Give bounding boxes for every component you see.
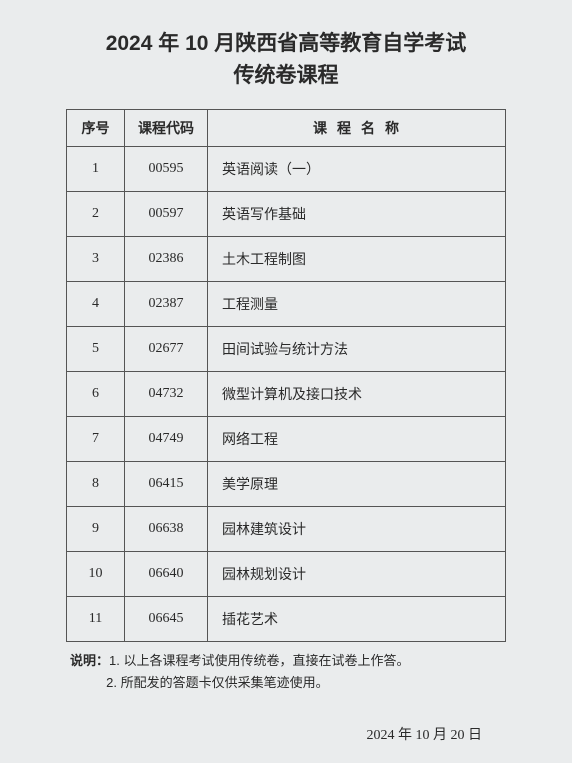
cell-seq: 1	[67, 147, 125, 192]
cell-name: 英语阅读（一）	[208, 147, 506, 192]
table-row: 704749网络工程	[67, 417, 506, 462]
cell-seq: 11	[67, 597, 125, 642]
cell-name: 插花艺术	[208, 597, 506, 642]
cell-code: 02387	[125, 282, 208, 327]
notes-block: 说明：1. 以上各课程考试使用传统卷，直接在试卷上作答。 2. 所配发的答题卡仅…	[70, 650, 532, 694]
cell-code: 06638	[125, 507, 208, 552]
table-row: 402387工程测量	[67, 282, 506, 327]
header-seq: 序号	[67, 110, 125, 147]
page-title: 2024 年 10 月陕西省高等教育自学考试 传统卷课程	[40, 28, 532, 91]
cell-code: 02677	[125, 327, 208, 372]
cell-code: 04732	[125, 372, 208, 417]
cell-code: 04749	[125, 417, 208, 462]
table-row: 100595英语阅读（一）	[67, 147, 506, 192]
notes-label: 说明：	[70, 653, 109, 668]
cell-code: 06640	[125, 552, 208, 597]
table-row: 200597英语写作基础	[67, 192, 506, 237]
cell-seq: 8	[67, 462, 125, 507]
header-name: 课程名称	[208, 110, 506, 147]
cell-seq: 2	[67, 192, 125, 237]
cell-name: 园林建筑设计	[208, 507, 506, 552]
cell-seq: 6	[67, 372, 125, 417]
cell-name: 微型计算机及接口技术	[208, 372, 506, 417]
notes-item-1: 1. 以上各课程考试使用传统卷，直接在试卷上作答。	[109, 653, 409, 668]
cell-seq: 4	[67, 282, 125, 327]
cell-name: 工程测量	[208, 282, 506, 327]
cell-seq: 9	[67, 507, 125, 552]
issue-date: 2024 年 10 月 20 日	[40, 724, 482, 744]
table-row: 302386土木工程制图	[67, 237, 506, 282]
course-table: 序号 课程代码 课程名称 100595英语阅读（一）200597英语写作基础30…	[66, 109, 506, 642]
cell-name: 美学原理	[208, 462, 506, 507]
cell-code: 00597	[125, 192, 208, 237]
header-code: 课程代码	[125, 110, 208, 147]
table-row: 906638园林建筑设计	[67, 507, 506, 552]
cell-code: 06645	[125, 597, 208, 642]
cell-name: 土木工程制图	[208, 237, 506, 282]
table-row: 806415美学原理	[67, 462, 506, 507]
cell-seq: 10	[67, 552, 125, 597]
cell-seq: 7	[67, 417, 125, 462]
cell-code: 06415	[125, 462, 208, 507]
cell-name: 英语写作基础	[208, 192, 506, 237]
table-row: 1106645插花艺术	[67, 597, 506, 642]
notes-item-2: 2. 所配发的答题卡仅供采集笔迹使用。	[106, 675, 328, 690]
cell-name: 园林规划设计	[208, 552, 506, 597]
title-line-1: 2024 年 10 月陕西省高等教育自学考试	[40, 28, 532, 60]
cell-code: 02386	[125, 237, 208, 282]
table-row: 604732微型计算机及接口技术	[67, 372, 506, 417]
cell-name: 网络工程	[208, 417, 506, 462]
cell-name: 田间试验与统计方法	[208, 327, 506, 372]
table-row: 502677田间试验与统计方法	[67, 327, 506, 372]
title-line-2: 传统卷课程	[40, 60, 532, 92]
table-header-row: 序号 课程代码 课程名称	[67, 110, 506, 147]
cell-seq: 3	[67, 237, 125, 282]
cell-seq: 5	[67, 327, 125, 372]
table-row: 1006640园林规划设计	[67, 552, 506, 597]
document-page: 2024 年 10 月陕西省高等教育自学考试 传统卷课程 序号 课程代码 课程名…	[0, 0, 572, 744]
cell-code: 00595	[125, 147, 208, 192]
